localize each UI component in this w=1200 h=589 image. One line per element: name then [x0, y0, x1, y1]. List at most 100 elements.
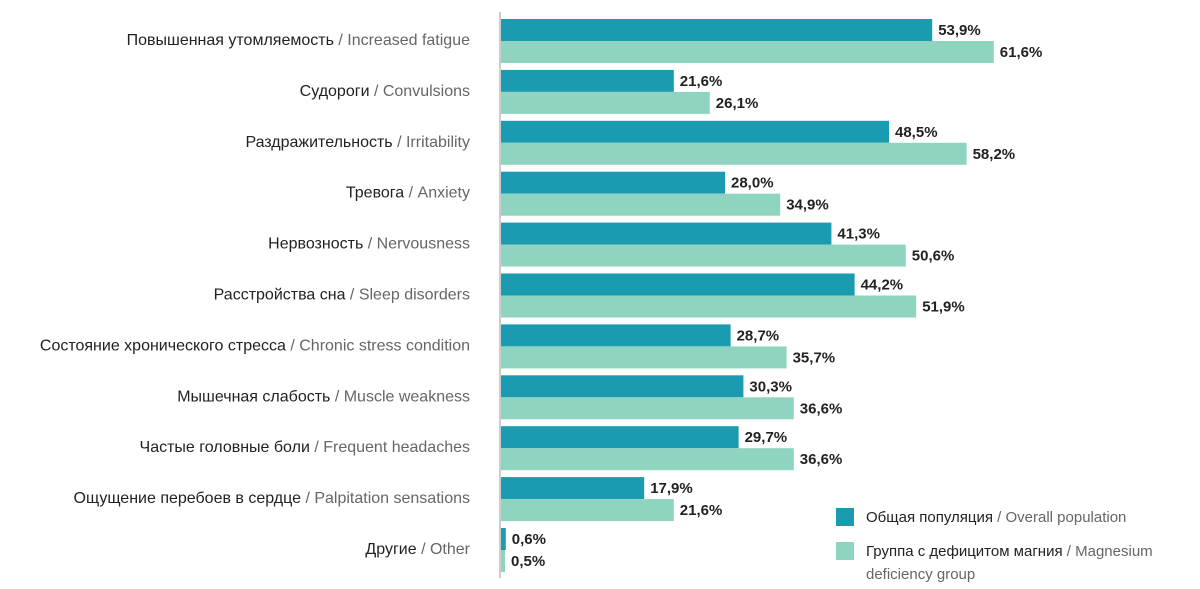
bar-overall — [501, 528, 506, 550]
bar-deficiency — [501, 550, 505, 572]
bar-deficiency — [501, 499, 674, 522]
bar-deficiency — [501, 41, 994, 63]
legend-label-deficiency: Группа с дефицитом магния / Magnesium — [866, 543, 1153, 560]
value-label-overall: 28,7% — [737, 327, 780, 344]
value-label-overall: 53,9% — [938, 22, 981, 39]
category-label-separator: / — [417, 541, 430, 558]
category-label-separator: / — [310, 439, 323, 456]
value-label-deficiency: 36,6% — [800, 451, 843, 468]
value-label-deficiency: 0,5% — [511, 553, 545, 570]
category-labels-group: Повышенная утомляемость / Increased fati… — [40, 32, 471, 558]
category-label: Состояние хронического стресса / Chronic… — [40, 337, 470, 354]
category-label-separator: / — [393, 134, 406, 151]
category-label-ru: Расстройства сна — [214, 287, 346, 304]
category-label-separator: / — [301, 490, 314, 507]
category-label-separator: / — [334, 32, 347, 49]
category-label-ru: Повышенная утомляемость — [127, 32, 334, 49]
category-label: Повышенная утомляемость / Increased fati… — [127, 32, 471, 49]
value-label-deficiency: 58,2% — [973, 146, 1016, 163]
bar-deficiency — [501, 397, 794, 420]
bars-group — [501, 19, 994, 572]
value-label-deficiency: 61,6% — [1000, 44, 1043, 61]
bar-deficiency — [501, 193, 781, 216]
category-label: Раздражительность / Irritability — [245, 134, 470, 151]
category-label-en: Palpitation sensations — [314, 490, 470, 507]
value-labels-group: 53,9% 61,6% 21,6% 26,1% 48,5% 58,2% 28,0% 34,9%… — [511, 22, 1042, 570]
category-label-en: Irritability — [406, 134, 470, 151]
category-label: Частые головные боли / Frequent headache… — [140, 439, 470, 456]
category-label-en: Sleep disorders — [359, 287, 470, 304]
value-label-overall: 21,6% — [680, 73, 723, 90]
category-label-en: Nervousness — [377, 236, 470, 253]
category-label-en: Muscle weakness — [344, 388, 470, 405]
category-label-en: Chronic stress condition — [299, 337, 470, 354]
category-label-en: Increased fatigue — [347, 32, 470, 49]
category-label-separator: / — [345, 287, 358, 304]
category-label: Нервозность / Nervousness — [268, 236, 470, 253]
bar-overall — [501, 426, 739, 449]
bar-deficiency — [501, 295, 917, 318]
bar-overall — [501, 69, 674, 92]
value-label-deficiency: 50,6% — [912, 248, 955, 265]
bar-overall — [501, 375, 744, 398]
category-label-separator: / — [330, 388, 343, 405]
bar-overall — [501, 19, 933, 41]
value-label-deficiency: 35,7% — [793, 349, 836, 366]
legend-label-overall-en: Overall population — [1005, 509, 1126, 526]
bar-deficiency — [501, 448, 794, 471]
legend-label-deficiency-en-1: Magnesium — [1075, 543, 1153, 560]
legend-label-deficiency-ru: Группа с дефицитом магния — [866, 543, 1063, 560]
bar-overall — [501, 324, 731, 347]
category-label-separator: / — [370, 83, 383, 100]
category-label-en: Other — [430, 541, 471, 558]
category-label: Другие / Other — [365, 541, 470, 558]
category-label-ru: Другие — [365, 541, 416, 558]
category-label-ru: Ощущение перебоев в сердце — [74, 490, 302, 507]
value-label-deficiency: 36,6% — [800, 400, 843, 417]
bar-overall — [501, 171, 725, 194]
legend-swatch-deficiency — [836, 542, 854, 560]
value-label-deficiency: 51,9% — [922, 299, 965, 316]
category-label: Ощущение перебоев в сердце / Palpitation… — [74, 490, 470, 507]
category-label-separator: / — [404, 185, 417, 202]
legend-label-deficiency-en-2: deficiency group — [866, 566, 975, 583]
bar-overall — [501, 120, 889, 143]
category-label-en: Anxiety — [418, 185, 470, 202]
category-label-ru: Нервозность — [268, 236, 363, 253]
value-label-deficiency: 26,1% — [716, 95, 759, 112]
value-label-overall: 28,0% — [731, 175, 774, 192]
category-label: Тревога / Anxiety — [346, 185, 470, 202]
legend-separator: / — [1063, 543, 1076, 560]
value-label-overall: 17,9% — [650, 480, 693, 497]
legend-swatch-overall — [836, 508, 854, 526]
category-label-ru: Мышечная слабость — [177, 388, 330, 405]
legend-label-overall: Общая популяция / Overall population — [866, 509, 1126, 526]
bar-deficiency — [501, 142, 967, 165]
value-label-overall: 0,6% — [512, 531, 546, 548]
category-label: Судороги / Convulsions — [300, 83, 470, 100]
value-label-deficiency: 21,6% — [680, 502, 723, 519]
bar-deficiency — [501, 244, 906, 267]
category-label-ru: Тревога — [346, 185, 404, 202]
category-label-separator: / — [286, 337, 299, 354]
value-label-overall: 30,3% — [749, 378, 792, 395]
bar-overall — [501, 273, 855, 296]
bar-deficiency — [501, 91, 710, 114]
category-label-ru: Раздражительность — [245, 134, 392, 151]
bar-overall — [501, 222, 832, 245]
legend: Общая популяция / Overall population Гру… — [836, 508, 1153, 583]
value-label-overall: 29,7% — [745, 429, 788, 446]
legend-separator: / — [993, 509, 1006, 526]
category-label-ru: Состояние хронического стресса — [40, 337, 286, 354]
value-label-deficiency: 34,9% — [786, 197, 829, 214]
bar-overall — [501, 477, 645, 500]
category-label-ru: Частые головные боли — [140, 439, 310, 456]
value-label-overall: 44,2% — [861, 277, 904, 294]
category-label: Мышечная слабость / Muscle weakness — [177, 388, 470, 405]
value-label-overall: 48,5% — [895, 124, 938, 141]
category-label-en: Convulsions — [383, 83, 470, 100]
category-label: Расстройства сна / Sleep disorders — [214, 287, 470, 304]
value-label-overall: 41,3% — [837, 226, 880, 243]
category-label-separator: / — [363, 236, 376, 253]
